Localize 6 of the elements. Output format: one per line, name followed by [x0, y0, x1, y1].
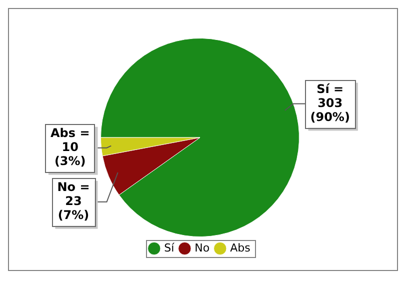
data-label: Abs = 10 (3%)	[50, 126, 90, 168]
data-label: No = 23 (7%)	[57, 180, 90, 222]
legend-label: No	[194, 241, 210, 254]
data-label: Sí = 303 (90%)	[310, 82, 350, 124]
legend-label: Sí	[164, 241, 176, 254]
legend-label: Abs	[230, 241, 251, 254]
